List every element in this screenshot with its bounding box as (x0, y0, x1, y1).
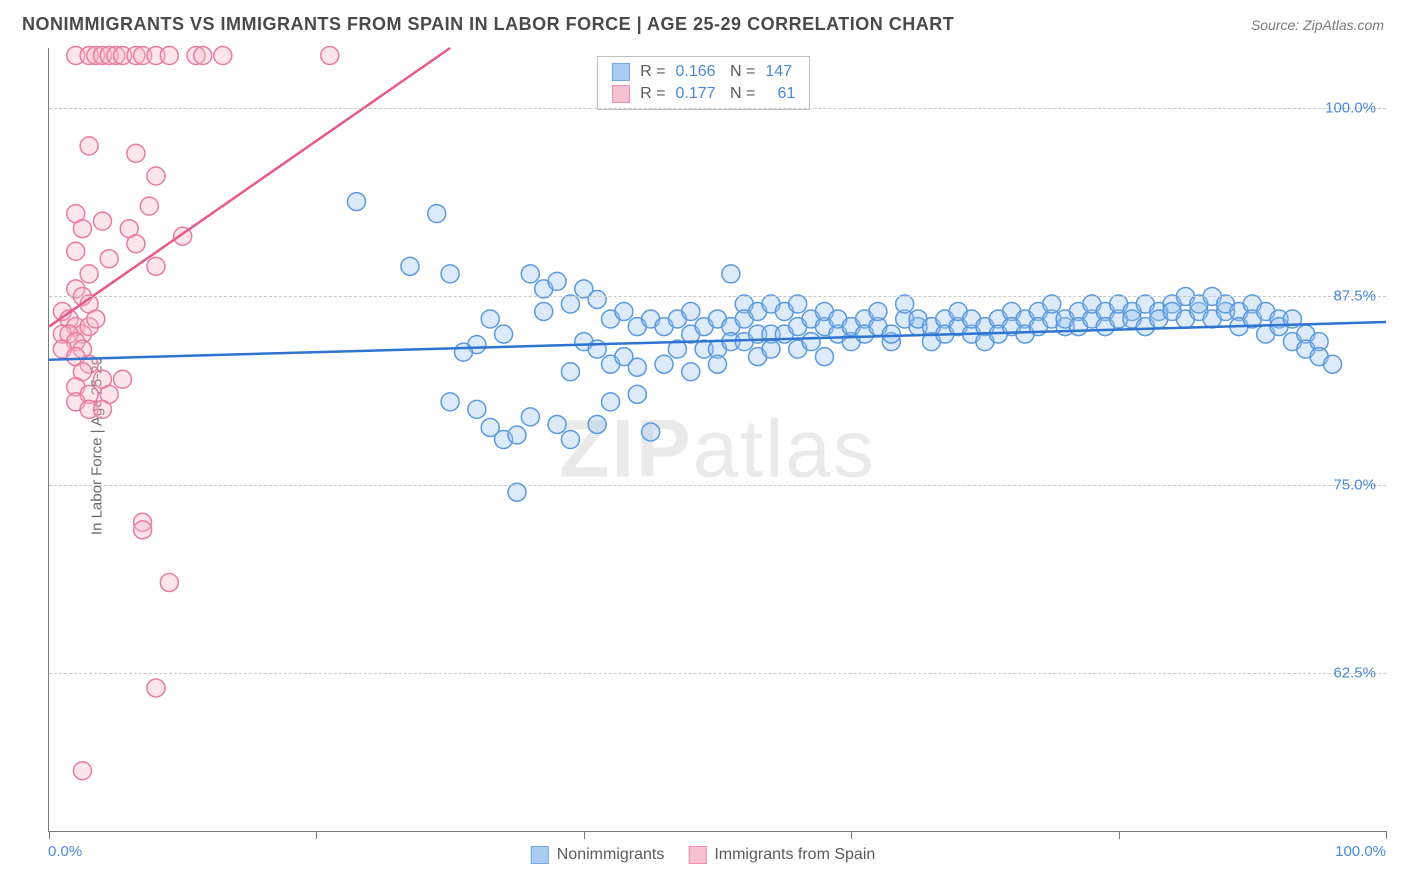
point-nonimmigrants (561, 363, 579, 381)
point-nonimmigrants (588, 415, 606, 433)
point-immigrants (160, 574, 178, 592)
x-tick (1386, 831, 1387, 839)
plot-area: ZIPatlas R = 0.166 N = 147 R = 0.177 N =… (48, 48, 1386, 832)
header: NONIMMIGRANTS VS IMMIGRANTS FROM SPAIN I… (0, 0, 1406, 45)
point-nonimmigrants (548, 415, 566, 433)
legend-label-immigrants: Immigrants from Spain (714, 846, 875, 864)
point-immigrants (194, 47, 212, 65)
point-immigrants (321, 47, 339, 65)
swatch-nonimmigrants (612, 63, 630, 81)
point-nonimmigrants (495, 325, 513, 343)
point-immigrants (80, 137, 98, 155)
point-nonimmigrants (441, 265, 459, 283)
point-nonimmigrants (535, 303, 553, 321)
point-nonimmigrants (454, 343, 472, 361)
stats-row-nonimmigrants: R = 0.166 N = 147 (612, 63, 795, 81)
point-nonimmigrants (508, 483, 526, 501)
point-immigrants (114, 370, 132, 388)
point-nonimmigrants (762, 340, 780, 358)
r-value-nonimmigrants: 0.166 (676, 63, 716, 81)
point-nonimmigrants (869, 303, 887, 321)
point-immigrants (73, 762, 91, 780)
point-immigrants (147, 167, 165, 185)
gridline (49, 485, 1386, 486)
n-value-nonimmigrants: 147 (765, 63, 792, 81)
point-nonimmigrants (602, 393, 620, 411)
point-nonimmigrants (709, 355, 727, 373)
point-immigrants (87, 310, 105, 328)
r-value-immigrants: 0.177 (676, 85, 716, 103)
point-nonimmigrants (561, 431, 579, 449)
point-nonimmigrants (468, 400, 486, 418)
stats-row-immigrants: R = 0.177 N = 61 (612, 85, 795, 103)
y-tick-label: 87.5% (1333, 288, 1376, 305)
point-nonimmigrants (615, 303, 633, 321)
point-immigrants (127, 144, 145, 162)
point-nonimmigrants (401, 257, 419, 275)
point-immigrants (147, 679, 165, 697)
point-immigrants (134, 521, 152, 539)
point-nonimmigrants (428, 205, 446, 223)
point-immigrants (80, 265, 98, 283)
point-nonimmigrants (1324, 355, 1342, 373)
n-value-immigrants: 61 (765, 85, 795, 103)
plot-canvas: ZIPatlas R = 0.166 N = 147 R = 0.177 N =… (48, 48, 1386, 832)
point-immigrants (127, 235, 145, 253)
legend-swatch-immigrants (688, 846, 706, 864)
point-immigrants (67, 242, 85, 260)
point-immigrants (93, 400, 111, 418)
legend-swatch-nonimmigrants (531, 846, 549, 864)
point-nonimmigrants (815, 348, 833, 366)
legend-item-nonimmigrants: Nonimmigrants (531, 846, 665, 864)
point-nonimmigrants (561, 295, 579, 313)
point-nonimmigrants (628, 385, 646, 403)
bottom-legend: Nonimmigrants Immigrants from Spain (531, 846, 876, 864)
point-immigrants (214, 47, 232, 65)
point-nonimmigrants (348, 193, 366, 211)
point-nonimmigrants (628, 358, 646, 376)
source-label: Source: ZipAtlas.com (1251, 17, 1384, 33)
point-nonimmigrants (1043, 295, 1061, 313)
point-nonimmigrants (722, 265, 740, 283)
point-nonimmigrants (588, 290, 606, 308)
gridline (49, 673, 1386, 674)
point-nonimmigrants (655, 355, 673, 373)
point-immigrants (147, 257, 165, 275)
point-nonimmigrants (682, 303, 700, 321)
point-immigrants (140, 197, 158, 215)
point-immigrants (160, 47, 178, 65)
gridline (49, 296, 1386, 297)
trendline-immigrants (49, 48, 450, 327)
legend-label-nonimmigrants: Nonimmigrants (557, 846, 665, 864)
point-nonimmigrants (882, 325, 900, 343)
point-nonimmigrants (802, 333, 820, 351)
point-nonimmigrants (548, 272, 566, 290)
point-nonimmigrants (642, 423, 660, 441)
stats-legend-box: R = 0.166 N = 147 R = 0.177 N = 61 (597, 56, 810, 110)
point-nonimmigrants (508, 426, 526, 444)
point-nonimmigrants (896, 295, 914, 313)
point-nonimmigrants (521, 265, 539, 283)
point-immigrants (100, 250, 118, 268)
point-nonimmigrants (789, 295, 807, 313)
swatch-immigrants (612, 85, 630, 103)
y-tick-label: 62.5% (1333, 664, 1376, 681)
point-nonimmigrants (682, 363, 700, 381)
point-immigrants (93, 212, 111, 230)
y-tick-label: 100.0% (1325, 100, 1376, 117)
x-max-label: 100.0% (1335, 843, 1386, 860)
point-immigrants (73, 220, 91, 238)
point-nonimmigrants (521, 408, 539, 426)
y-tick-label: 75.0% (1333, 476, 1376, 493)
point-nonimmigrants (441, 393, 459, 411)
gridline (49, 108, 1386, 109)
scatter-svg (49, 48, 1386, 831)
point-nonimmigrants (481, 310, 499, 328)
legend-item-immigrants: Immigrants from Spain (688, 846, 875, 864)
x-min-label: 0.0% (48, 843, 82, 860)
chart-title: NONIMMIGRANTS VS IMMIGRANTS FROM SPAIN I… (22, 14, 954, 35)
